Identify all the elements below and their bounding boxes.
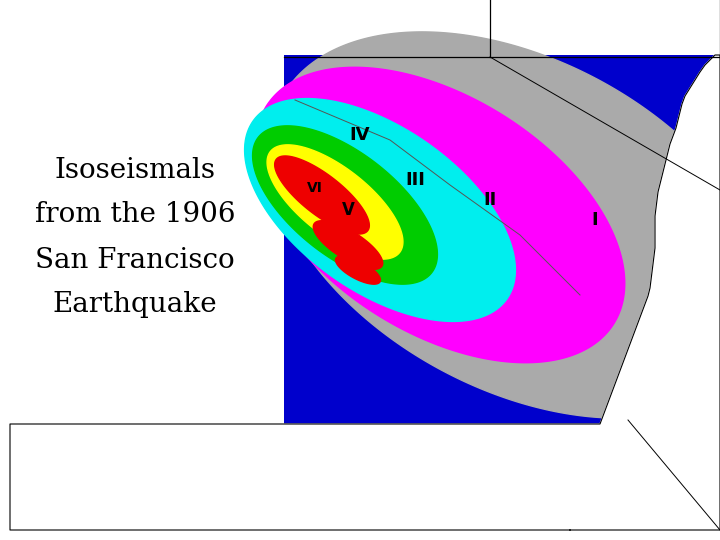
Polygon shape <box>313 221 383 269</box>
Polygon shape <box>269 32 720 418</box>
Text: IV: IV <box>350 126 370 144</box>
Polygon shape <box>10 55 720 530</box>
Text: I: I <box>592 211 598 229</box>
Text: from the 1906: from the 1906 <box>35 201 235 228</box>
Text: II: II <box>483 191 497 209</box>
Polygon shape <box>256 68 625 363</box>
Text: Isoseismals: Isoseismals <box>55 157 215 184</box>
Bar <box>284 55 720 530</box>
Polygon shape <box>274 156 369 234</box>
Text: Earthquake: Earthquake <box>53 292 217 319</box>
Polygon shape <box>267 145 403 259</box>
Polygon shape <box>245 99 516 321</box>
Polygon shape <box>253 126 438 284</box>
Text: San Francisco: San Francisco <box>35 246 235 273</box>
Text: V: V <box>341 201 354 219</box>
Polygon shape <box>336 256 380 284</box>
Text: III: III <box>405 171 425 189</box>
Text: VI: VI <box>307 181 323 195</box>
